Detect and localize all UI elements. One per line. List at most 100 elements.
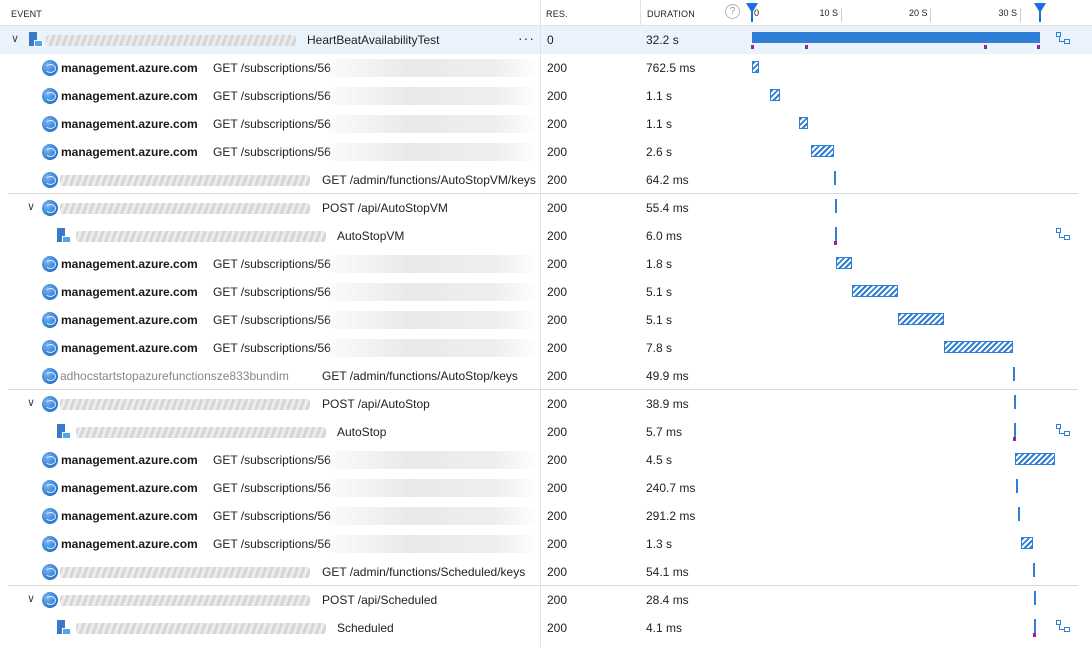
chevron-down-icon[interactable]: ∨ (27, 593, 36, 605)
start-marker-stem[interactable] (751, 11, 753, 22)
redacted-name (60, 595, 310, 606)
event-row[interactable]: Scheduled 200 4.1 ms (0, 614, 1092, 642)
timeline-bar[interactable] (1014, 423, 1017, 437)
timeline-tick (840, 8, 842, 22)
event-row[interactable]: management.azure.com GET /subscriptions/5… (0, 306, 1092, 334)
timeline-bar[interactable] (1014, 395, 1017, 409)
timeline-bar[interactable] (1013, 367, 1016, 381)
chevron-down-icon[interactable]: ∨ (27, 201, 36, 213)
redacted-name (76, 231, 326, 242)
duration-value: 49.9 ms (646, 369, 689, 383)
event-row[interactable]: management.azure.com GET /subscriptions/5… (0, 502, 1092, 530)
event-row[interactable]: management.azure.com GET /subscriptions/5… (0, 474, 1092, 502)
timeline-point-marker (804, 45, 808, 49)
redacted-name (76, 427, 326, 438)
request-operation: POST /api/Scheduled (322, 593, 438, 607)
event-row[interactable]: management.azure.com GET /subscriptions/5… (0, 278, 1092, 306)
dependency-target: management.azure.com (61, 537, 198, 551)
event-row[interactable]: management.azure.com GET /subscriptions/5… (0, 138, 1092, 166)
timeline-bar[interactable] (835, 199, 838, 213)
timeline-bar[interactable] (1016, 479, 1019, 493)
event-row[interactable]: management.azure.com GET /subscriptions/5… (0, 530, 1092, 558)
event-row[interactable]: ∨ HeartBeatAvailabilityTest ··· 0 32.2 s (0, 26, 1092, 54)
event-row[interactable]: management.azure.com GET /subscriptions/5… (0, 54, 1092, 82)
request-name: AutoStopVM (337, 229, 405, 243)
dependency-operation: GET /subscriptions/56 (213, 341, 331, 355)
event-row[interactable]: GET /admin/functions/AutoStopVM/keys 200 6… (0, 166, 1092, 194)
event-row[interactable]: AutoStopVM 200 6.0 ms (0, 222, 1092, 250)
group-separator (8, 389, 1078, 390)
globe-icon (42, 116, 58, 132)
duration-value: 1.1 s (646, 117, 673, 131)
event-row[interactable]: AutoStop 200 5.7 ms (0, 418, 1092, 446)
event-row[interactable]: management.azure.com GET /subscriptions/5… (0, 250, 1092, 278)
duration-value: 2.6 s (646, 145, 673, 159)
end-marker-stem[interactable] (1039, 11, 1042, 22)
column-divider[interactable] (640, 0, 641, 26)
timeline-bar[interactable] (943, 341, 1014, 353)
redacted-id (328, 255, 540, 273)
duration-value: 7.8 s (646, 341, 673, 355)
trace-icon[interactable] (1056, 424, 1072, 438)
timeline-bar[interactable] (1021, 537, 1034, 549)
column-divider[interactable] (540, 0, 541, 647)
timeline-bar[interactable] (836, 257, 853, 269)
globe-icon (42, 508, 58, 524)
event-row[interactable]: adhocstartstopazurefunctionsze833bundim G… (0, 362, 1092, 390)
duration-value: 5.7 ms (646, 425, 683, 439)
event-row[interactable]: management.azure.com GET /subscriptions/5… (0, 334, 1092, 362)
event-row[interactable]: GET /admin/functions/Scheduled/keys 200 54… (0, 558, 1092, 586)
trace-icon[interactable] (1056, 228, 1072, 242)
result-code: 200 (547, 117, 568, 131)
app-insights-icon-part (57, 424, 65, 438)
end-marker[interactable] (1034, 3, 1047, 13)
trace-icon[interactable] (1056, 620, 1072, 634)
timeline-bar[interactable] (811, 145, 835, 157)
more-options-button[interactable]: ··· (518, 30, 535, 46)
start-marker[interactable] (746, 3, 758, 13)
duration-value: 6.0 ms (646, 229, 683, 243)
app-insights-icon-part (62, 628, 71, 635)
duration-value: 762.5 ms (646, 61, 696, 75)
event-row[interactable]: management.azure.com GET /subscriptions/5… (0, 110, 1092, 138)
event-row[interactable]: ∨ POST /api/AutoStop 200 38.9 ms (0, 390, 1092, 418)
timeline-bar[interactable] (752, 61, 759, 73)
trace-icon[interactable] (1056, 32, 1072, 46)
timeline-bar[interactable] (834, 171, 837, 185)
result-code: 200 (547, 593, 568, 607)
timeline-bar[interactable] (1017, 507, 1020, 521)
help-icon[interactable]: ? (725, 4, 740, 19)
event-row[interactable]: ∨ POST /api/AutoStopVM 200 55.4 ms (0, 194, 1092, 222)
timeline-tick-label: 10 S (819, 8, 839, 18)
redacted-id (328, 339, 540, 357)
duration-value: 5.1 s (646, 285, 673, 299)
duration-value: 54.1 ms (646, 565, 689, 579)
timeline-bar[interactable] (1033, 563, 1036, 577)
timeline-bar[interactable] (769, 89, 780, 101)
timeline-bar[interactable] (1015, 453, 1056, 465)
dependency-operation: GET /admin/functions/AutoStopVM/keys (322, 173, 536, 187)
event-row[interactable]: ∨ POST /api/Scheduled 200 28.4 ms (0, 586, 1092, 614)
dependency-operation: GET /subscriptions/56 (213, 257, 331, 271)
timeline-bar[interactable] (852, 285, 898, 297)
timeline-bar[interactable] (1033, 591, 1036, 605)
chevron-down-icon[interactable]: ∨ (11, 33, 20, 45)
timeline-bar[interactable] (1033, 619, 1036, 633)
timeline-bar[interactable] (835, 227, 838, 241)
event-row[interactable]: management.azure.com GET /subscriptions/5… (0, 446, 1092, 474)
globe-icon (42, 256, 58, 272)
timeline-bar[interactable] (798, 117, 809, 129)
chevron-down-icon[interactable]: ∨ (27, 397, 36, 409)
trace-icon-part (1056, 424, 1061, 429)
duration-value: 64.2 ms (646, 173, 689, 187)
res-column-header[interactable]: RES. (546, 9, 568, 19)
event-column-header[interactable]: EVENT (11, 9, 43, 19)
timeline-bar[interactable] (897, 313, 944, 325)
dependency-operation: GET /admin/functions/Scheduled/keys (322, 565, 526, 579)
timeline-bar[interactable] (752, 32, 1041, 43)
duration-column-header[interactable]: DURATION (647, 9, 695, 19)
result-code: 200 (547, 397, 568, 411)
globe-icon (42, 284, 58, 300)
event-row[interactable]: management.azure.com GET /subscriptions/5… (0, 82, 1092, 110)
trace-icon-part (1056, 228, 1061, 233)
